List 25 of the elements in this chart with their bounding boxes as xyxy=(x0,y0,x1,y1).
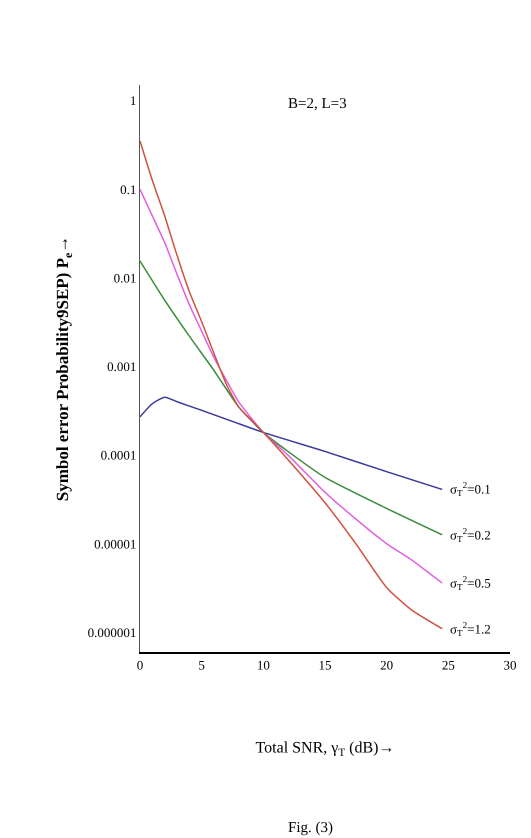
line-series xyxy=(140,140,443,630)
x-axis-title: Total SNR, γ$_{T}$ (dB)→ xyxy=(255,740,395,759)
y-tick-label: 0.0001 xyxy=(100,448,136,463)
y-tick-label: 1 xyxy=(130,93,136,108)
series-label: σ$_{T}$$^{2}$=1.2 xyxy=(450,620,491,638)
y-tick-label: 0.000001 xyxy=(88,624,136,640)
x-tick-label: 25 xyxy=(442,657,455,672)
y-tick-label: 0.01 xyxy=(114,270,136,286)
x-tick-label: 15 xyxy=(318,657,332,672)
series-label: σ$_{T}$$^{2}$=0.2 xyxy=(450,526,491,544)
y-tick-label: 0.1 xyxy=(120,182,136,197)
series-label: σ$_{T}$$^{2}$=0.1 xyxy=(450,480,491,498)
series-label: σ$_{T}$$^{2}$=0.5 xyxy=(450,574,491,592)
text: Fig. (3) xyxy=(288,820,334,836)
line-series xyxy=(140,260,443,536)
line-series xyxy=(140,188,443,584)
x-tick-label: 30 xyxy=(504,657,516,672)
y-tick-label: 0.00001 xyxy=(94,536,136,552)
x-tick-label: 20 xyxy=(380,657,394,672)
x-tick-label: 0 xyxy=(136,657,144,672)
x-tick-label: 10 xyxy=(256,657,270,672)
y-tick-label: 0.001 xyxy=(107,359,136,374)
x-tick-label: 5 xyxy=(198,657,205,672)
line-series xyxy=(140,396,443,490)
annotation: B=2, L=3 xyxy=(288,96,347,112)
